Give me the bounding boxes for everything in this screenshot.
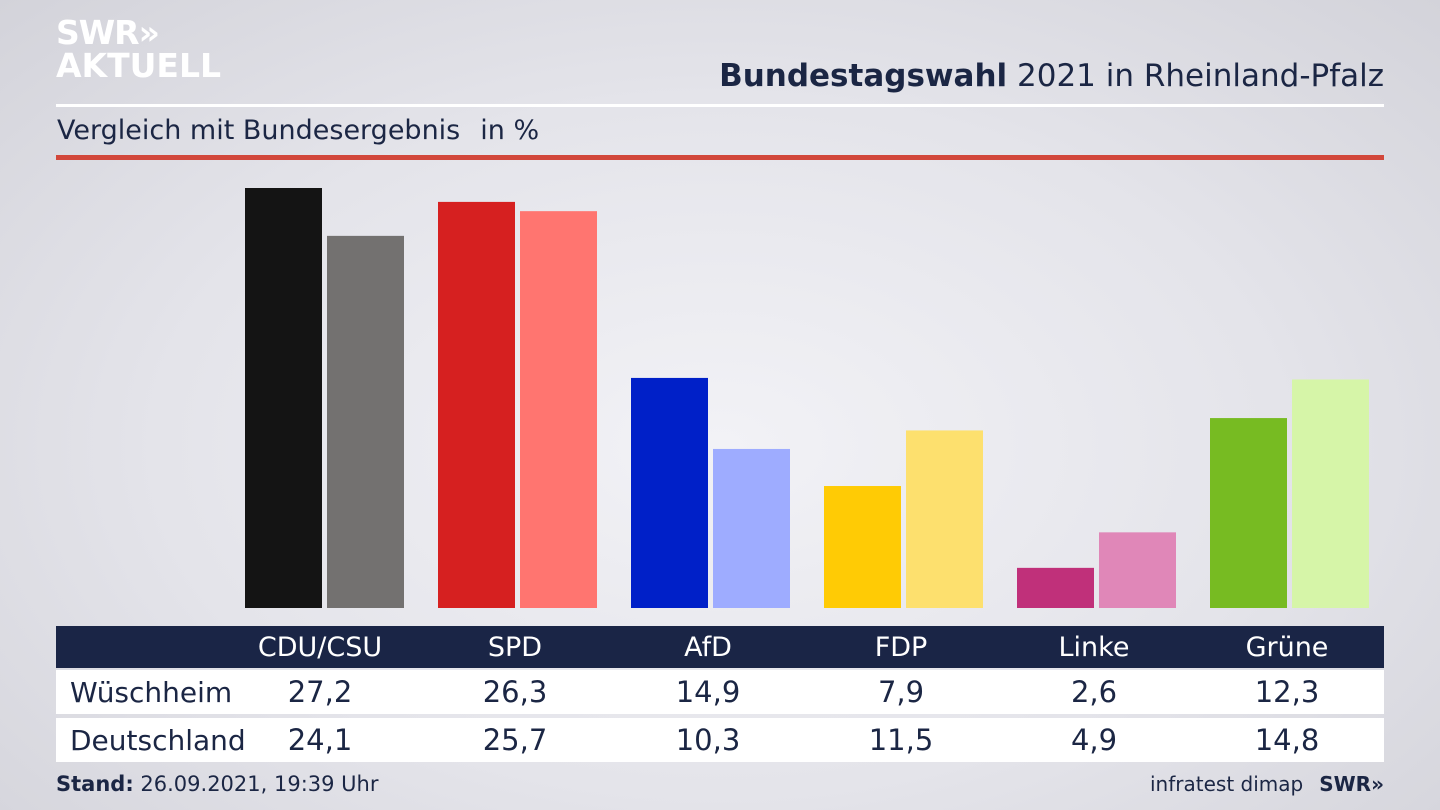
bar-cdu-csu-national xyxy=(327,235,404,608)
logo-line-1: SWR» xyxy=(56,13,160,52)
table-cell: 10,3 xyxy=(675,723,741,757)
table-row: Wüschheim 27,2 26,3 14,9 7,9 2,6 12,3 xyxy=(56,670,1384,714)
table-cell: 2,6 xyxy=(1070,675,1118,709)
table-cell: 7,9 xyxy=(877,675,925,709)
stand-label: Stand: xyxy=(56,772,134,796)
table-cell: 25,7 xyxy=(482,723,548,757)
table-cell: 24,1 xyxy=(287,723,353,757)
accent-divider xyxy=(56,155,1384,160)
column-header: AfD xyxy=(684,631,732,663)
header-divider xyxy=(56,104,1384,107)
title-rest: 2021 in Rheinland-Pfalz xyxy=(1007,58,1384,94)
bar-gr-ne-national xyxy=(1292,379,1369,608)
bar-afd-local xyxy=(631,377,708,608)
bar-fdp-national xyxy=(906,430,983,608)
results-table: CDU/CSU SPD AfD FDP Linke Grüne Wüschhei… xyxy=(56,626,1384,762)
table-cell: 14,8 xyxy=(1254,723,1320,757)
table-cell: 14,9 xyxy=(675,675,741,709)
table-row: Deutschland 24,1 25,7 10,3 11,5 4,9 14,8 xyxy=(56,718,1384,762)
chart-subtitle: Vergleich mit Bundesergebnis in % xyxy=(57,115,539,146)
timestamp: Stand: 26.09.2021, 19:39 Uhr xyxy=(56,772,379,796)
column-header: FDP xyxy=(874,631,928,663)
swr-aktuell-logo: SWR» AKTUELL xyxy=(56,16,221,82)
bar-linke-local xyxy=(1017,567,1094,608)
source-credit: infratest dimap SWR» xyxy=(1150,772,1384,796)
column-header: Linke xyxy=(1058,631,1130,663)
stand-value: 26.09.2021, 19:39 Uhr xyxy=(133,772,379,796)
bar-linke-national xyxy=(1099,532,1176,608)
column-header: Grüne xyxy=(1245,631,1329,663)
bar-afd-national xyxy=(713,448,790,608)
table-cell: 26,3 xyxy=(482,675,548,709)
column-header: CDU/CSU xyxy=(257,631,383,663)
subtitle-text: Vergleich mit Bundesergebnis xyxy=(57,115,461,146)
bar-spd-national xyxy=(520,211,597,609)
swr-footer-logo: SWR» xyxy=(1319,772,1384,796)
column-header: SPD xyxy=(487,631,543,663)
table-cell: 11,5 xyxy=(868,723,934,757)
logo-line-2: AKTUELL xyxy=(56,46,222,85)
table-cell: 27,2 xyxy=(287,675,353,709)
bar-gr-ne-local xyxy=(1210,418,1287,608)
page-title: Bundestagswahl 2021 in Rheinland-Pfalz xyxy=(719,58,1384,94)
row-label: Deutschland xyxy=(70,723,246,757)
source-label: infratest dimap xyxy=(1150,772,1304,796)
title-bold: Bundestagswahl xyxy=(719,58,1008,94)
bar-fdp-local xyxy=(824,486,901,608)
bar-cdu-csu-local xyxy=(245,188,322,608)
bar-spd-local xyxy=(438,201,515,608)
row-label: Wüschheim xyxy=(70,675,233,709)
unit-label: in % xyxy=(480,115,540,146)
table-cell: 4,9 xyxy=(1070,723,1118,757)
table-cell: 12,3 xyxy=(1254,675,1320,709)
table-header: CDU/CSU SPD AfD FDP Linke Grüne xyxy=(56,626,1384,668)
